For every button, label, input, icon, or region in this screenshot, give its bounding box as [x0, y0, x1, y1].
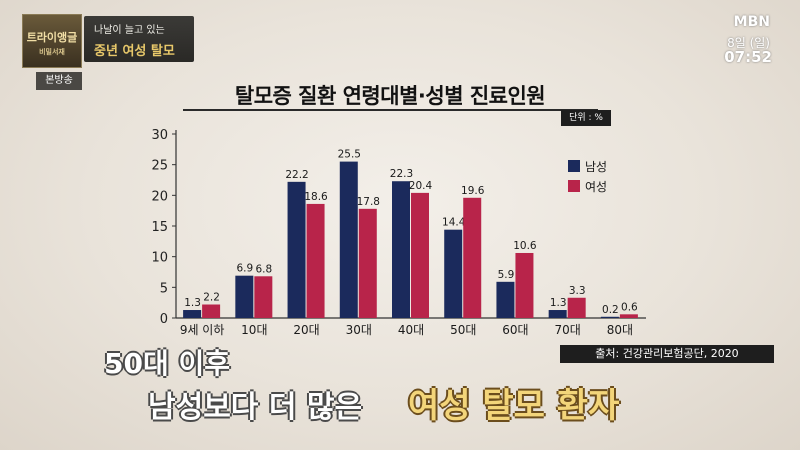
bar-male [548, 310, 567, 318]
broadcast-badge: 본방송 [36, 72, 82, 90]
y-tick-label: 5 [160, 281, 168, 296]
y-tick-label: 20 [151, 189, 168, 204]
bar-female [463, 197, 482, 318]
x-tick-label: 70대 [555, 323, 581, 337]
episode-subject-box: 나날이 늘고 있는 중년 여성 탈모 [84, 16, 194, 62]
data-label: 10.6 [513, 240, 537, 252]
x-tick-label: 20대 [293, 323, 319, 337]
data-label: 22.2 [285, 169, 308, 181]
data-label: 2.2 [203, 292, 220, 304]
x-tick-label: 9세 이하 [180, 323, 225, 337]
data-label: 3.3 [569, 285, 586, 297]
bar-male [600, 316, 619, 318]
subtitle-line2: 남성보다 더 많은 [148, 390, 363, 425]
title-underline [183, 109, 598, 111]
data-label: 20.4 [409, 180, 433, 192]
bar-female [619, 314, 638, 318]
x-tick-label: 80대 [607, 323, 633, 337]
date-display: 8일 (일) [727, 36, 770, 50]
data-label: 5.9 [498, 269, 515, 281]
data-label: 22.3 [390, 168, 413, 180]
legend-swatch-male [568, 160, 580, 172]
legend-label: 남성 [585, 160, 607, 174]
data-label: 6.9 [236, 263, 253, 275]
bar-male [287, 181, 306, 318]
data-label: 18.6 [304, 191, 328, 203]
bar-female [202, 304, 221, 318]
chart-title: 탈모증 질환 연령대별·성별 진료인원 [234, 84, 546, 108]
bar-female [358, 208, 377, 318]
data-label: 6.8 [255, 263, 272, 275]
x-tick-label: 10대 [241, 323, 267, 337]
data-label: 14.4 [442, 217, 466, 229]
data-label: 17.8 [357, 196, 380, 208]
data-label: 19.6 [461, 185, 485, 197]
program-logo-subtext: 비밀서재 [39, 48, 65, 56]
legend-label: 여성 [585, 180, 607, 194]
bar-male [444, 229, 463, 318]
legend-swatch-female [568, 180, 580, 192]
y-tick-label: 30 [151, 128, 168, 143]
y-tick-label: 10 [151, 251, 168, 266]
y-tick-label: 25 [151, 159, 168, 174]
bar-male [235, 275, 254, 318]
data-label: 0.6 [621, 301, 638, 313]
y-tick-label: 15 [151, 220, 168, 235]
x-tick-label: 30대 [346, 323, 372, 337]
source-caption: 출처: 건강관리보험공단, 2020 [560, 345, 774, 363]
bar-female [567, 297, 586, 318]
bar-male [392, 181, 410, 318]
bar-female [411, 192, 429, 318]
data-label: 1.3 [550, 297, 567, 309]
x-tick-label: 60대 [502, 323, 528, 337]
bar-male [339, 161, 358, 318]
clock-display: 07:52 [724, 48, 772, 66]
x-tick-label: 40대 [398, 323, 424, 337]
bar-female [254, 276, 273, 318]
y-tick-label: 0 [160, 312, 168, 327]
episode-subject-line1: 나날이 늘고 있는 [94, 25, 165, 36]
program-logo-text: 트라이앵글 [26, 31, 78, 44]
subtitle-line1: 50대 이후 [104, 347, 230, 380]
program-logo: 트라이앵글 비밀서재 [22, 14, 82, 68]
bar-female [515, 252, 534, 318]
channel-logo: MBN [733, 14, 770, 30]
subtitle-highlight: 여성 탈모 환자 [408, 386, 620, 426]
bar-male [496, 281, 515, 318]
bar-male [183, 310, 202, 318]
data-label: 0.2 [602, 304, 619, 316]
bar-female [306, 203, 325, 318]
x-tick-label: 50대 [450, 323, 476, 337]
data-label: 1.3 [184, 297, 201, 309]
episode-subject-line2: 중년 여성 탈모 [94, 44, 175, 59]
data-label: 25.5 [338, 149, 361, 161]
unit-badge: 단위 : % [561, 110, 611, 126]
